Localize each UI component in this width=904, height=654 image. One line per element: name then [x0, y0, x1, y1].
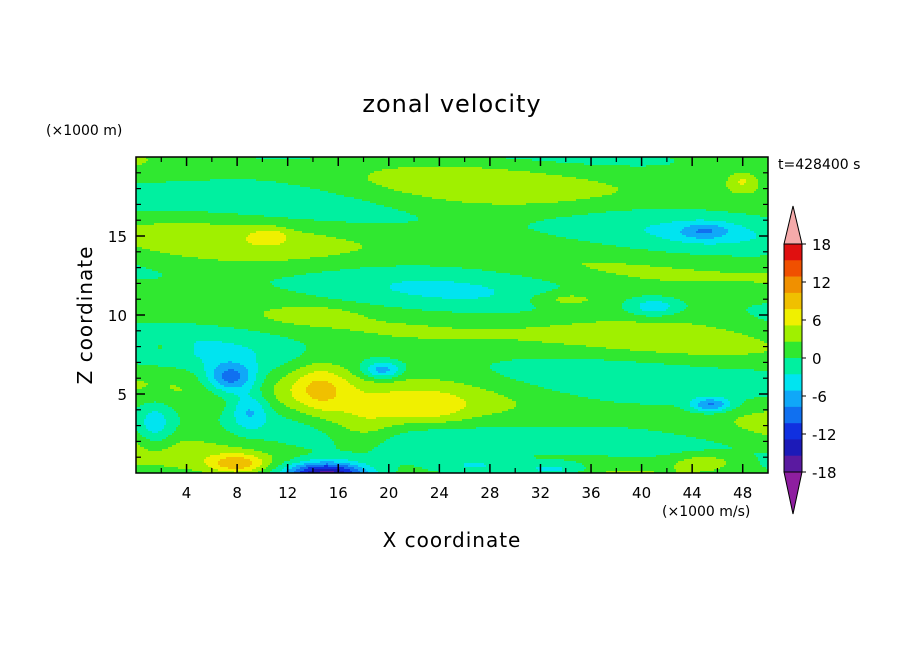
x-tick-label: 24	[430, 484, 449, 502]
y-axis-ticks: 5 10 15	[108, 172, 768, 458]
velocity-field	[136, 157, 768, 473]
colorbar-segment	[784, 439, 802, 457]
colorbar-tick-label: 18	[812, 236, 831, 254]
y-axis-label: Z coordinate	[73, 246, 97, 385]
colorbar-ticks: 18 12 6 0 -6 -12 -18	[802, 236, 837, 482]
colorbar-under-triangle	[783, 471, 803, 515]
x-axis-label: X coordinate	[383, 528, 522, 552]
x-tick-label: 20	[379, 484, 398, 502]
colorbar-segment	[784, 423, 802, 440]
colorbar-segment	[784, 390, 802, 408]
colorbar-over-triangle	[783, 205, 803, 245]
x-tick-label: 48	[733, 484, 752, 502]
colorbar-tick-label: 6	[812, 312, 822, 330]
colorbar-segment	[784, 358, 802, 375]
x-tick-label: 32	[531, 484, 550, 502]
x-tick-label: 4	[182, 484, 192, 502]
x-tick-label: 16	[329, 484, 348, 502]
colorbar-segment	[784, 455, 802, 473]
x-tick-label: 40	[632, 484, 651, 502]
colorbar-segment	[784, 341, 802, 359]
colorbar-segment	[784, 406, 802, 424]
colorbar-segment	[784, 244, 802, 261]
y-scale-note: (×1000 m)	[46, 123, 122, 139]
x-tick-label: 12	[278, 484, 297, 502]
y-tick-label: 15	[108, 228, 127, 246]
colorbar-segment	[784, 309, 802, 326]
x-tick-label: 8	[232, 484, 242, 502]
colorbar-tick-label: -6	[812, 388, 827, 406]
y-tick-label: 10	[108, 307, 127, 325]
colorbar-tick-label: -18	[812, 464, 837, 482]
colorbar-tick-label: 12	[812, 274, 831, 292]
colorbar-tick-label: -12	[812, 426, 837, 444]
colorbar-segment	[784, 374, 802, 391]
colorbar-segment	[784, 260, 802, 277]
time-label: t=428400 s	[778, 157, 860, 173]
colorbar	[783, 205, 803, 515]
colorbar-tick-label: 0	[812, 350, 822, 368]
x-scale-note: (×1000 m/s)	[662, 504, 750, 520]
x-axis-ticks: 4 8 12 16 20 24 28 32 36 40 44 48	[160, 157, 752, 502]
colorbar-segment	[784, 325, 802, 343]
y-tick-label: 5	[117, 386, 127, 404]
x-tick-label: 44	[683, 484, 702, 502]
colorbar-segment	[784, 292, 802, 310]
x-tick-label: 36	[581, 484, 600, 502]
x-tick-label: 28	[480, 484, 499, 502]
chart-title: zonal velocity	[362, 90, 541, 118]
colorbar-segment	[784, 276, 802, 294]
